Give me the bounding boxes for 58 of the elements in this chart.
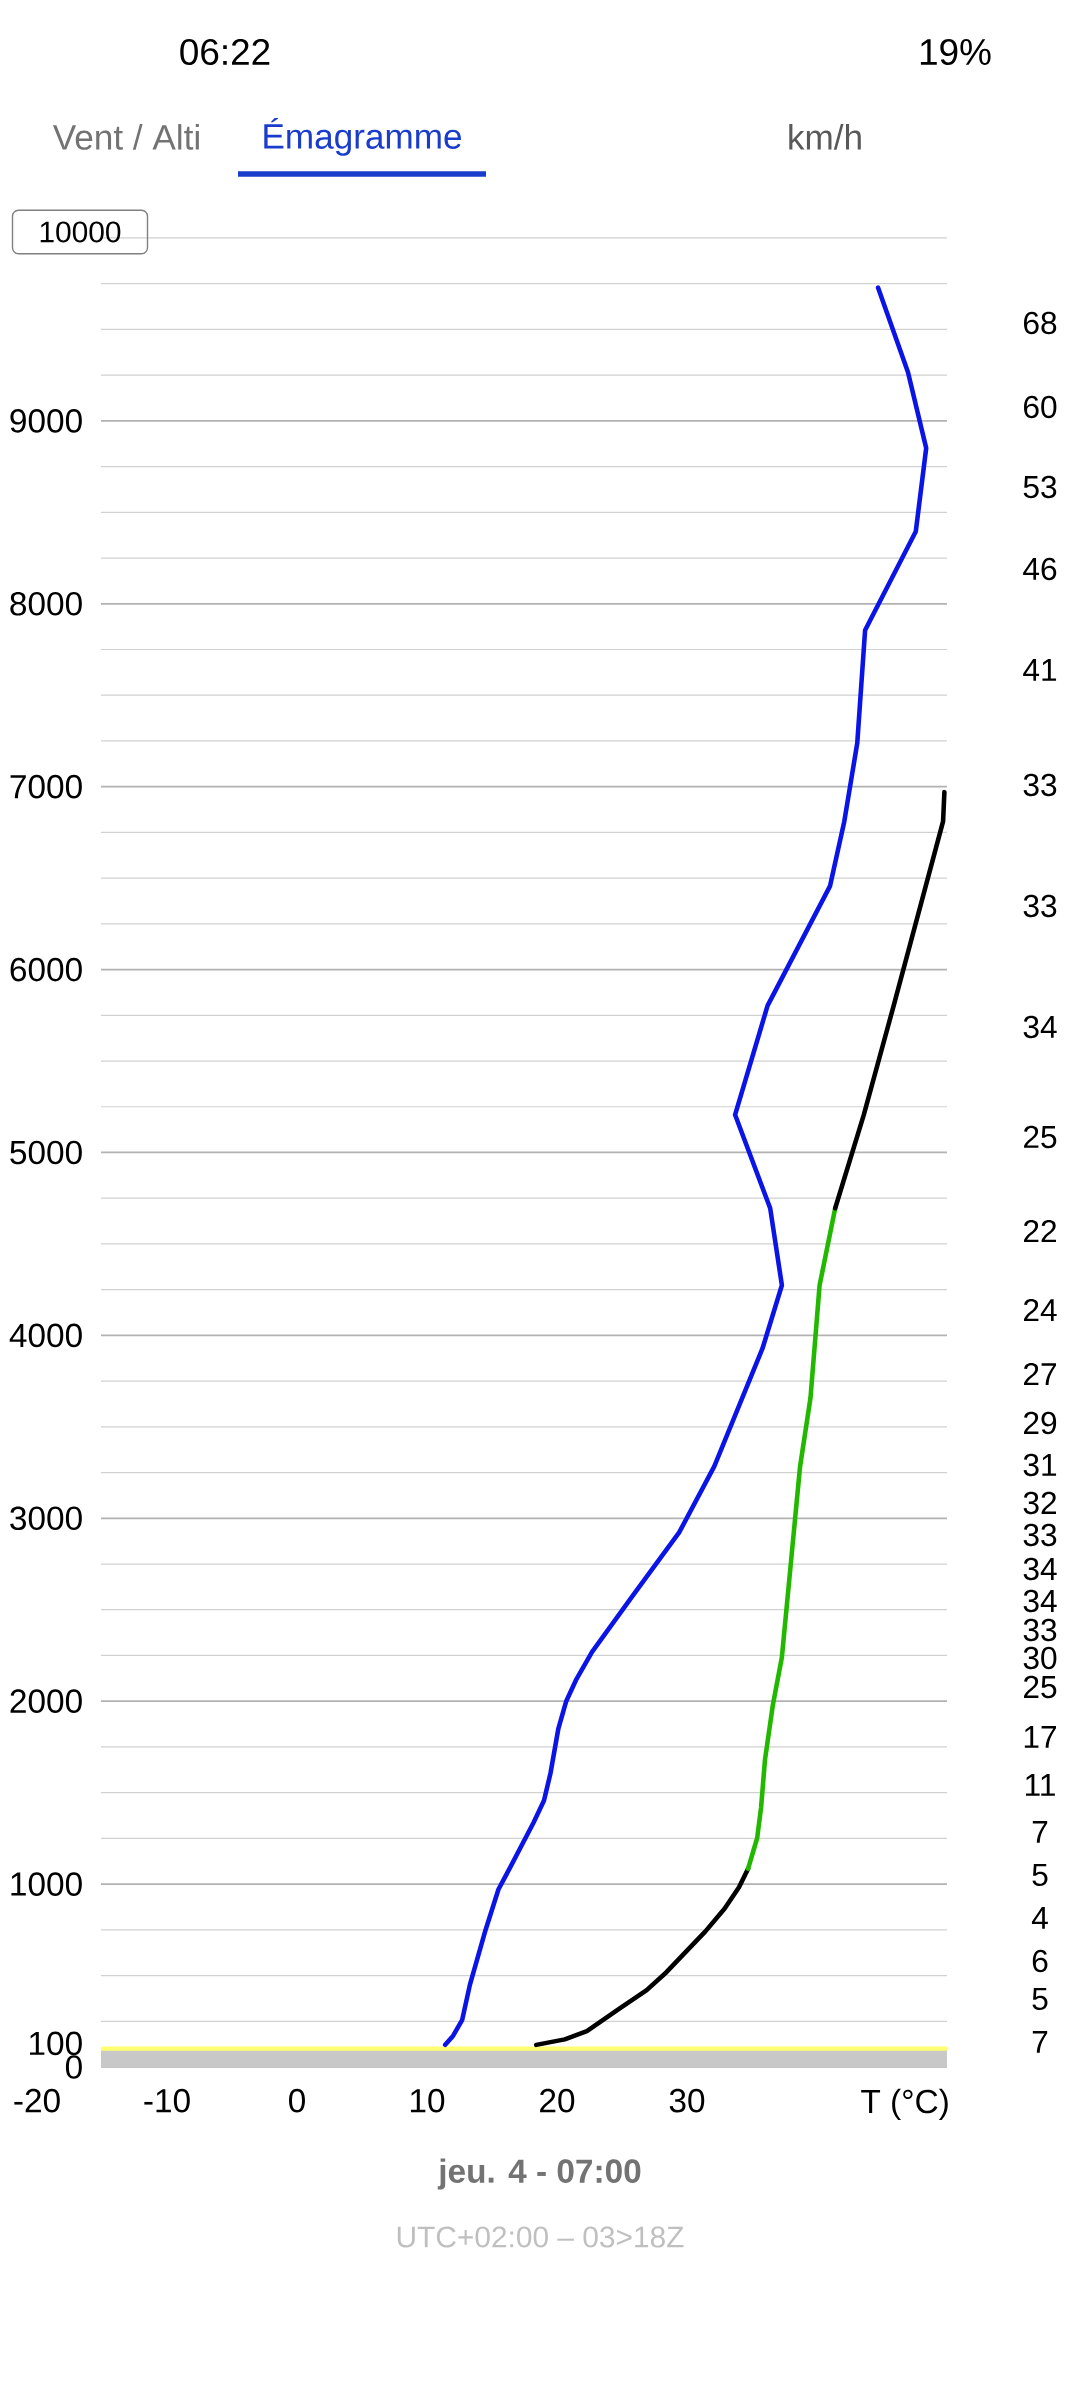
text: 4 <box>1031 1907 1048 1929</box>
y-tick-label: 9000 <box>10 409 82 433</box>
text: 25 <box>1024 1125 1057 1149</box>
text: 60 <box>1024 395 1057 419</box>
text: 27 <box>1024 1362 1056 1386</box>
text: 33 <box>1023 1523 1057 1547</box>
x-tick-label: 20 <box>540 2088 575 2113</box>
text: 68 <box>1024 311 1057 335</box>
x-tick-label: 30 <box>669 2088 705 2113</box>
text: 30 <box>1023 1646 1057 1670</box>
text: 34 <box>1023 1015 1057 1039</box>
text: 41 <box>1023 659 1057 681</box>
text: 33 <box>1023 894 1057 918</box>
text: 25 <box>1024 1675 1057 1699</box>
y-tick-label: 0 <box>65 2055 82 2079</box>
text: UTC+02:00 – 03>18Z <box>397 2226 684 2248</box>
x-tick-label: -10 <box>144 2088 190 2113</box>
text: 7 <box>1032 2031 1048 2053</box>
text: 5 <box>1032 1863 1048 1887</box>
y-tick-label: 8000 <box>10 591 82 616</box>
y-tick-label: 4000 <box>9 1323 82 1348</box>
text: 06:22 <box>180 38 270 66</box>
x-tick-label: -20 <box>14 2088 60 2113</box>
y-tick-label: 1000 <box>11 1872 82 1896</box>
text: km/h <box>789 124 861 150</box>
x-axis-title: T (°C) <box>861 2088 948 2120</box>
text: 34 <box>1023 1589 1057 1613</box>
y-tick-label: 6000 <box>10 957 82 982</box>
text: 5 <box>1032 1987 1048 2011</box>
text: 19% <box>920 38 991 66</box>
text: 17 <box>1024 1726 1056 1748</box>
text: Vent / Alti <box>52 124 199 150</box>
line-series <box>442 285 929 2048</box>
text: 6 <box>1032 1949 1048 1973</box>
annotation: 10000 <box>40 221 121 243</box>
y-tick-label: 3000 <box>10 1506 82 1531</box>
x-tick-label: 0 <box>289 2088 305 2113</box>
y-tick-label: 100 <box>30 2031 82 2056</box>
text: 33 <box>1023 1618 1057 1642</box>
text: Émagramme <box>264 118 461 156</box>
text: 22 <box>1024 1219 1056 1243</box>
text: 7 <box>1032 1821 1048 1843</box>
text: 29 <box>1024 1411 1057 1435</box>
text: 34 <box>1023 1557 1057 1581</box>
text: jeu. 4 - 07:00 <box>437 2158 641 2190</box>
text: 32 <box>1023 1491 1056 1515</box>
text: 24 <box>1024 1298 1057 1322</box>
text: 33 <box>1023 773 1057 797</box>
line-series <box>533 1866 751 2048</box>
x-tick-label: 10 <box>410 2088 445 2113</box>
y-tick-label: 5000 <box>10 1140 82 1165</box>
text: 31 <box>1023 1453 1057 1477</box>
y-tick-label: 7000 <box>10 774 82 799</box>
text: 46 <box>1023 557 1057 581</box>
line-series <box>832 789 947 1211</box>
text: 53 <box>1023 475 1057 499</box>
y-tick-label: 2000 <box>10 1689 82 1714</box>
text: 11 <box>1026 1774 1055 1796</box>
